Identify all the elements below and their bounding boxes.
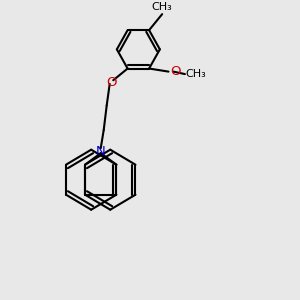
Text: O: O [170, 65, 181, 78]
Text: O: O [106, 76, 116, 89]
Text: CH₃: CH₃ [186, 69, 207, 79]
Text: N: N [96, 145, 106, 158]
Text: CH₃: CH₃ [152, 2, 172, 12]
